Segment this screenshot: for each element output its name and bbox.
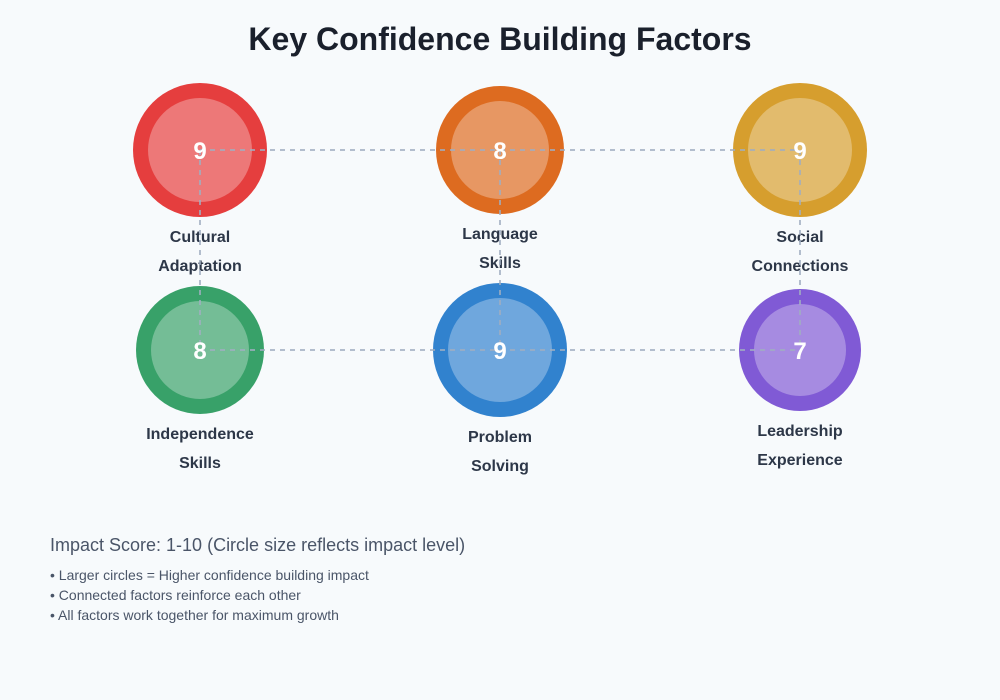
- factor-label: Connections: [752, 258, 849, 275]
- factor-score: 9: [793, 138, 806, 165]
- factor-label: Experience: [757, 452, 842, 469]
- factor-label: Social: [776, 229, 823, 246]
- factor-label: Cultural: [170, 229, 230, 246]
- legend-bullet: • Larger circles = Higher confidence bui…: [50, 567, 369, 583]
- factor-score: 9: [193, 138, 206, 165]
- page-title: Key Confidence Building Factors: [248, 21, 751, 57]
- factor-circle-inner: [754, 304, 846, 396]
- factor-label: Independence: [146, 426, 254, 443]
- factor-label: Leadership: [757, 423, 843, 440]
- factor-label: Problem: [468, 429, 532, 446]
- factor-label: Adaptation: [158, 258, 242, 275]
- factor-score: 8: [493, 138, 506, 165]
- legend-bullet: • All factors work together for maximum …: [50, 607, 339, 623]
- factor-label: Solving: [471, 458, 529, 475]
- factor-circle-outer: [739, 289, 861, 411]
- legend-bullet: • Connected factors reinforce each other: [50, 587, 301, 603]
- factor-node: Leadership Experience: [739, 289, 861, 469]
- legend-heading: Impact Score: 1-10 (Circle size reflects…: [50, 535, 465, 555]
- factor-label: Skills: [179, 455, 221, 472]
- factor-score: 8: [193, 338, 206, 365]
- factor-node: Cultural Adaptation: [133, 83, 267, 275]
- factor-node: Social Connections: [733, 83, 867, 275]
- factor-score: 9: [493, 338, 506, 365]
- factor-score: 7: [793, 338, 806, 365]
